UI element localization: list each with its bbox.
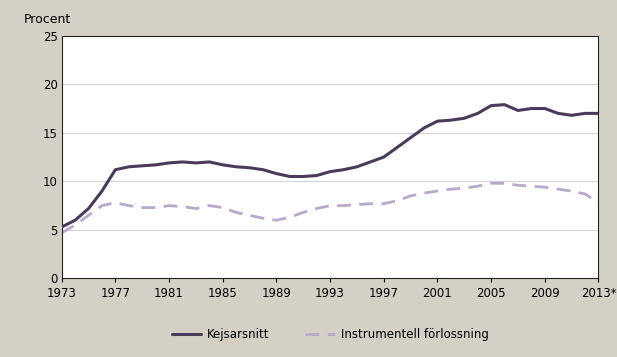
Kejsarsnitt	[407, 136, 415, 140]
Kejsarsnitt	[380, 155, 387, 159]
Text: Procent: Procent	[24, 13, 72, 26]
Line: Kejsarsnitt: Kejsarsnitt	[62, 105, 598, 227]
Instrumentell förlossning	[555, 187, 562, 191]
Kejsarsnitt	[487, 104, 495, 108]
Instrumentell förlossning	[394, 198, 401, 203]
Kejsarsnitt	[98, 189, 106, 193]
Instrumentell förlossning	[58, 231, 65, 235]
Instrumentell förlossning	[407, 194, 415, 198]
Kejsarsnitt	[112, 167, 119, 172]
Instrumentell förlossning	[434, 189, 441, 193]
Instrumentell förlossning	[461, 186, 468, 190]
Kejsarsnitt	[85, 206, 93, 211]
Instrumentell förlossning	[501, 181, 508, 185]
Instrumentell förlossning	[300, 210, 307, 215]
Instrumentell förlossning	[193, 206, 200, 211]
Kejsarsnitt	[541, 106, 549, 111]
Instrumentell förlossning	[420, 191, 428, 195]
Kejsarsnitt	[568, 113, 575, 117]
Instrumentell förlossning	[179, 205, 186, 209]
Kejsarsnitt	[165, 161, 173, 165]
Instrumentell förlossning	[165, 203, 173, 208]
Instrumentell förlossning	[313, 206, 320, 211]
Instrumentell förlossning	[85, 213, 93, 217]
Instrumentell förlossning	[354, 202, 361, 207]
Instrumentell förlossning	[340, 203, 347, 208]
Kejsarsnitt	[233, 165, 240, 169]
Kejsarsnitt	[72, 218, 79, 222]
Instrumentell förlossning	[366, 202, 374, 206]
Kejsarsnitt	[219, 163, 226, 167]
Instrumentell förlossning	[326, 203, 334, 208]
Instrumentell förlossning	[487, 181, 495, 185]
Instrumentell förlossning	[246, 213, 254, 217]
Kejsarsnitt	[595, 111, 602, 116]
Line: Instrumentell förlossning: Instrumentell förlossning	[62, 183, 598, 233]
Kejsarsnitt	[447, 118, 455, 122]
Instrumentell förlossning	[568, 189, 575, 193]
Kejsarsnitt	[139, 164, 146, 168]
Instrumentell förlossning	[514, 183, 521, 187]
Kejsarsnitt	[354, 165, 361, 169]
Kejsarsnitt	[366, 160, 374, 164]
Instrumentell förlossning	[98, 203, 106, 208]
Kejsarsnitt	[205, 160, 213, 164]
Kejsarsnitt	[501, 102, 508, 107]
Instrumentell förlossning	[474, 184, 481, 188]
Legend: Kejsarsnitt, Instrumentell förlossning: Kejsarsnitt, Instrumentell förlossning	[167, 323, 493, 345]
Instrumentell förlossning	[286, 215, 294, 220]
Kejsarsnitt	[193, 161, 200, 165]
Kejsarsnitt	[326, 170, 334, 174]
Kejsarsnitt	[581, 111, 589, 116]
Instrumentell förlossning	[541, 185, 549, 189]
Instrumentell förlossning	[528, 184, 535, 188]
Kejsarsnitt	[286, 174, 294, 178]
Kejsarsnitt	[340, 167, 347, 172]
Instrumentell förlossning	[152, 205, 159, 210]
Kejsarsnitt	[152, 163, 159, 167]
Instrumentell förlossning	[205, 203, 213, 208]
Kejsarsnitt	[259, 167, 267, 172]
Instrumentell förlossning	[581, 192, 589, 196]
Instrumentell förlossning	[595, 201, 602, 205]
Instrumentell förlossning	[112, 201, 119, 205]
Kejsarsnitt	[474, 111, 481, 116]
Kejsarsnitt	[434, 119, 441, 123]
Instrumentell förlossning	[219, 205, 226, 210]
Kejsarsnitt	[394, 145, 401, 150]
Instrumentell förlossning	[273, 218, 280, 222]
Kejsarsnitt	[514, 108, 521, 112]
Instrumentell förlossning	[447, 187, 455, 191]
Kejsarsnitt	[179, 160, 186, 164]
Instrumentell förlossning	[233, 210, 240, 215]
Kejsarsnitt	[313, 174, 320, 178]
Kejsarsnitt	[125, 165, 133, 169]
Kejsarsnitt	[246, 166, 254, 170]
Kejsarsnitt	[528, 106, 535, 111]
Kejsarsnitt	[300, 174, 307, 178]
Kejsarsnitt	[555, 111, 562, 116]
Instrumentell förlossning	[380, 202, 387, 206]
Kejsarsnitt	[58, 225, 65, 229]
Kejsarsnitt	[420, 126, 428, 130]
Kejsarsnitt	[461, 116, 468, 120]
Kejsarsnitt	[273, 171, 280, 176]
Instrumentell förlossning	[125, 203, 133, 208]
Instrumentell förlossning	[259, 216, 267, 220]
Instrumentell förlossning	[139, 205, 146, 210]
Instrumentell förlossning	[72, 223, 79, 227]
